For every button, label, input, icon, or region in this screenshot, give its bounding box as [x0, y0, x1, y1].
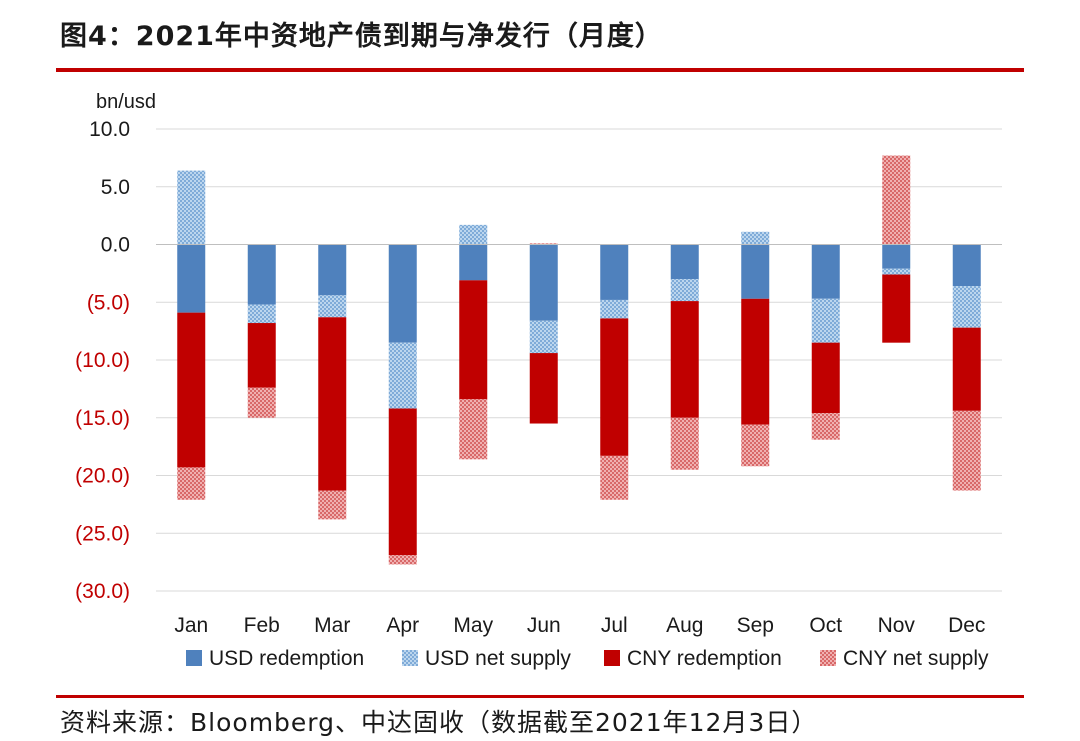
y-tick-label: (5.0): [87, 291, 130, 314]
bar-feb-usd-redemption: [247, 244, 276, 305]
y-tick-label: (20.0): [75, 465, 130, 488]
bar-jul-usd-net-supply: [600, 299, 629, 319]
bar-feb-cny-redemption: [247, 323, 276, 388]
bar-sep-usd-redemption: [741, 244, 770, 299]
bar-may-cny-net-supply: [459, 399, 488, 460]
bar-apr-usd-net-supply: [388, 342, 417, 409]
bar-mar-usd-redemption: [318, 244, 347, 296]
y-axis-unit-label: bn/usd: [96, 91, 156, 113]
bar-mar-cny-redemption: [318, 317, 347, 491]
bar-jul-cny-redemption: [600, 318, 629, 456]
x-axis-labels: Jan Feb Mar Apr May Jun Jul Aug Sep Oct Nov Dec: [174, 614, 985, 637]
bar-dec-cny-net-supply: [952, 410, 981, 491]
bar-nov-usd-redemption: [882, 244, 911, 269]
bar-apr-cny-net-supply: [388, 555, 417, 565]
x-tick-label: Dec: [948, 614, 985, 637]
bar-dec-cny-redemption: [952, 327, 981, 411]
legend-swatch: [820, 650, 836, 666]
bar-oct-usd-redemption: [811, 244, 840, 299]
legend-swatch: [604, 650, 620, 666]
gridlines: [156, 128, 1002, 592]
source-note: 资料来源：Bloomberg、中达固收（数据截至2021年12月3日）: [60, 708, 818, 737]
y-axis-ticks: 10.0 5.0 0.0 (5.0) (10.0) (15.0) (20.0) (25.0) (…: [75, 118, 130, 603]
x-tick-label: Nov: [878, 614, 916, 637]
y-tick-label: (10.0): [75, 349, 130, 372]
bar-may-usd-redemption: [459, 244, 488, 281]
x-tick-label: Oct: [809, 614, 842, 637]
y-tick-label: 10.0: [89, 118, 130, 141]
bar-dec-usd-redemption: [952, 244, 981, 287]
bar-may-cny-redemption: [459, 280, 488, 400]
bar-feb-usd-net-supply: [247, 304, 276, 324]
bar-jun-cny-net-supply: [529, 243, 558, 245]
x-tick-label: Jun: [527, 614, 561, 637]
bar-jun-cny-redemption: [529, 353, 558, 424]
bar-nov-usd-net-supply: [882, 268, 911, 275]
bar-dec-usd-net-supply: [952, 286, 981, 328]
y-tick-label: (15.0): [75, 407, 130, 430]
x-tick-label: Aug: [666, 614, 703, 637]
bar-jun-usd-net-supply: [529, 320, 558, 354]
bar-sep-cny-redemption: [741, 298, 770, 425]
legend-swatch: [186, 650, 202, 666]
x-tick-label: Sep: [737, 614, 774, 637]
y-tick-label: (25.0): [75, 522, 130, 545]
bar-may-usd-net-supply: [459, 224, 488, 245]
bar-apr-cny-redemption: [388, 408, 417, 556]
y-tick-label: 0.0: [101, 234, 130, 257]
bar-apr-usd-redemption: [388, 244, 417, 343]
y-tick-label: 5.0: [101, 176, 130, 199]
y-tick-label: (30.0): [75, 580, 130, 603]
bar-jan-cny-redemption: [177, 312, 206, 468]
bar-aug-usd-redemption: [670, 244, 699, 280]
x-tick-label: Jul: [601, 614, 628, 637]
bar-mar-cny-net-supply: [318, 490, 347, 520]
top-divider: [56, 68, 1024, 72]
x-tick-label: Apr: [386, 614, 419, 637]
bar-aug-cny-net-supply: [670, 417, 699, 470]
legend-label: CNY redemption: [627, 647, 782, 670]
bar-sep-usd-net-supply: [741, 231, 770, 245]
bar-jul-cny-net-supply: [600, 455, 629, 500]
legend-swatch: [402, 650, 418, 666]
bar-jun-usd-redemption: [529, 244, 558, 321]
legend-label: CNY net supply: [843, 647, 989, 670]
x-tick-label: Mar: [314, 614, 350, 637]
bottom-divider: [56, 695, 1024, 698]
bar-feb-cny-net-supply: [247, 387, 276, 418]
legend: USD redemption USD net supply CNY redempti…: [186, 647, 989, 670]
bar-jan-cny-net-supply: [177, 467, 206, 500]
bar-jan-usd-redemption: [177, 244, 206, 313]
bar-oct-cny-redemption: [811, 342, 840, 414]
bars: [156, 155, 1002, 565]
legend-label: USD net supply: [425, 647, 571, 670]
legend-label: USD redemption: [209, 647, 364, 670]
bar-nov-cny-net-supply: [882, 155, 911, 245]
bar-jan-usd-net-supply: [177, 170, 206, 245]
chart-title: 图4：2021年中资地产债到期与净发行（月度）: [60, 21, 663, 52]
bar-oct-cny-net-supply: [811, 413, 840, 440]
bar-oct-usd-net-supply: [811, 298, 840, 343]
x-tick-label: Jan: [174, 614, 208, 637]
x-tick-label: May: [453, 614, 493, 637]
bar-aug-cny-redemption: [670, 301, 699, 418]
bar-aug-usd-net-supply: [670, 279, 699, 302]
bar-jul-usd-redemption: [600, 244, 629, 300]
bar-mar-usd-net-supply: [318, 295, 347, 318]
bar-sep-cny-net-supply: [741, 424, 770, 467]
bar-nov-cny-redemption: [882, 274, 911, 343]
x-tick-label: Feb: [244, 614, 280, 637]
